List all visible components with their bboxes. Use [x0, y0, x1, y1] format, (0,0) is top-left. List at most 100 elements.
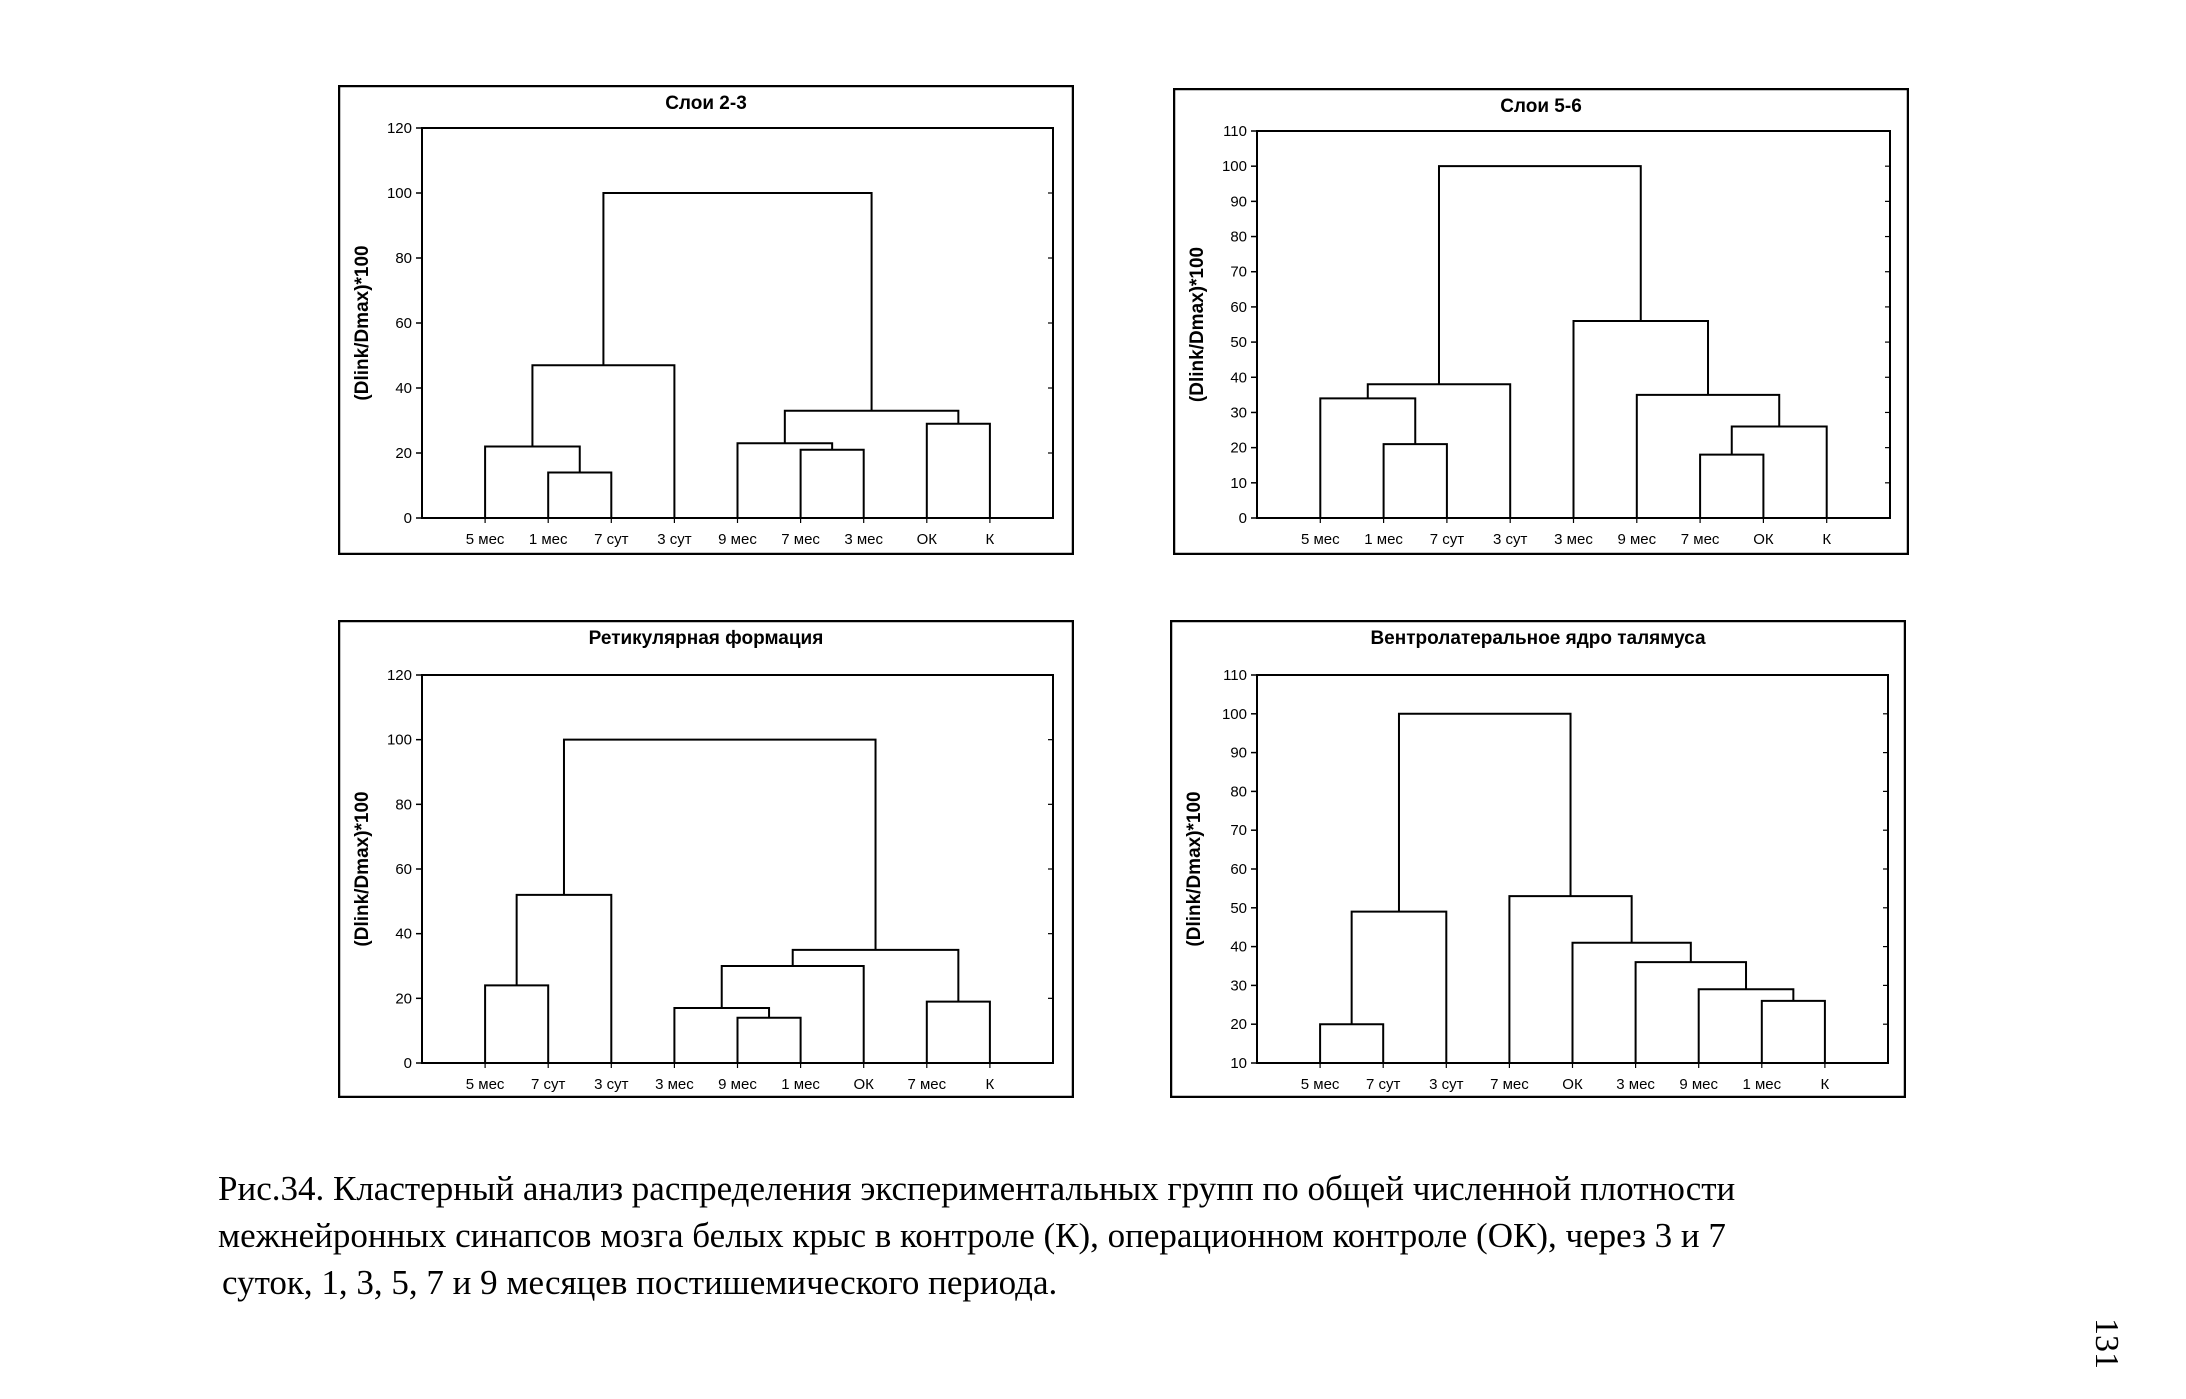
leaf-label: 9 мес — [1679, 1076, 1718, 1093]
dendrogram-panel-3: Ретикулярная формация (Dlink/Dmax)*100 0 20… — [338, 620, 1074, 1098]
leaf-label: 3 мес — [844, 531, 883, 548]
y-tick-label: 50 — [1230, 900, 1247, 917]
leaf-label: 1 мес — [1364, 531, 1403, 548]
y-tick-label: 80 — [395, 796, 412, 813]
cluster-link — [1397, 712, 1572, 912]
leaf-label: 7 мес — [1490, 1076, 1529, 1093]
leaf-label: 3 мес — [1554, 531, 1593, 548]
cluster-link — [562, 738, 877, 950]
leaf-label: 5 мес — [1301, 1076, 1340, 1093]
cluster-link — [1571, 941, 1692, 1063]
cluster-link — [1350, 910, 1448, 1063]
leaf-label: 5 мес — [1301, 531, 1340, 548]
cluster-link — [1382, 443, 1448, 518]
leaf-label: 7 мес — [1681, 531, 1720, 548]
y-tick-label: 20 — [395, 445, 412, 462]
cluster-link — [515, 893, 613, 1063]
y-tick-label: 110 — [1223, 667, 1247, 684]
chart-title: Вентролатеральное ядро талямуса — [1370, 628, 1706, 649]
y-tick-label: 40 — [395, 926, 412, 943]
cluster-link — [736, 1016, 802, 1063]
cluster-link — [673, 1007, 771, 1063]
y-tick-label: 100 — [1222, 706, 1247, 723]
cluster-link — [1635, 393, 1781, 518]
cluster-link — [484, 445, 581, 518]
leaf-label: 1 мес — [1742, 1076, 1781, 1093]
plot-area — [421, 674, 1054, 1064]
cluster-link — [1634, 961, 1748, 1063]
y-axis-label: (Dlink/Dmax)*100 — [352, 791, 373, 946]
y-tick-label: 10 — [1230, 1055, 1247, 1072]
y-tick-label: 80 — [395, 250, 412, 267]
cluster-link — [783, 409, 960, 444]
leaf-label: 1 мес — [529, 531, 568, 548]
leaf-label: К — [1822, 531, 1831, 548]
cluster-link — [1319, 1023, 1385, 1063]
leaf-label: 7 сут — [1430, 531, 1465, 548]
y-tick-label: 40 — [395, 380, 412, 397]
y-axis-label: (Dlink/Dmax)*100 — [352, 245, 373, 400]
leaf-label: 7 мес — [907, 1076, 946, 1093]
leaf-label: ОК — [917, 531, 938, 548]
leaf-label: К — [1821, 1076, 1830, 1093]
y-tick-label: 0 — [1239, 510, 1247, 527]
figure-caption: Рис.34. Кластерный анализ распределения … — [218, 1165, 2018, 1306]
y-tick-label: 0 — [404, 510, 412, 527]
y-tick-label: 60 — [395, 315, 412, 332]
y-tick-label: 0 — [404, 1055, 412, 1072]
y-tick-label: 80 — [1230, 783, 1247, 800]
cluster-link — [1760, 999, 1826, 1063]
y-tick-label: 70 — [1230, 264, 1247, 281]
leaf-label: К — [986, 1076, 995, 1093]
y-tick-label: 100 — [387, 185, 412, 202]
y-tick-label: 90 — [1230, 745, 1247, 762]
y-tick-label: 30 — [1230, 404, 1247, 421]
y-axis-label: (Dlink/Dmax)*100 — [1184, 791, 1205, 946]
y-tick-label: 120 — [387, 120, 412, 137]
y-tick-label: 120 — [387, 667, 412, 684]
leaf-label: 3 сут — [1429, 1076, 1464, 1093]
cluster-link — [925, 1000, 991, 1063]
y-tick-label: 20 — [1230, 1016, 1247, 1033]
cluster-link — [1699, 453, 1765, 518]
leaf-label: 7 сут — [531, 1076, 566, 1093]
cluster-link — [547, 471, 613, 518]
chart-title: Слои 2-3 — [665, 93, 747, 114]
cluster-link — [925, 422, 991, 518]
chart-title: Ретикулярная формация — [589, 628, 824, 649]
leaf-label: 7 сут — [594, 531, 629, 548]
cluster-link — [799, 448, 865, 518]
caption-line-1: Рис.34. Кластерный анализ распределения … — [218, 1169, 1736, 1208]
cluster-link — [1572, 319, 1710, 518]
caption-line-2: межнейронных синапсов мозга белых крыс в… — [218, 1216, 1726, 1255]
cluster-link — [531, 364, 676, 518]
cluster-link — [1697, 988, 1795, 1063]
leaf-label: 9 мес — [1617, 531, 1656, 548]
leaf-label: ОК — [853, 1076, 874, 1093]
y-tick-label: 30 — [1230, 977, 1247, 994]
leaf-label: 5 мес — [466, 531, 505, 548]
leaf-label: ОК — [1753, 531, 1774, 548]
panel-frame — [338, 85, 1074, 555]
leaf-label: 7 мес — [781, 531, 820, 548]
cluster-link — [720, 965, 865, 1063]
leaf-label: 3 мес — [655, 1076, 694, 1093]
y-tick-label: 10 — [1230, 475, 1247, 492]
leaf-label: ОК — [1562, 1076, 1583, 1093]
leaf-label: 7 сут — [1366, 1076, 1401, 1093]
y-tick-label: 60 — [1230, 299, 1247, 316]
y-tick-label: 110 — [1223, 123, 1247, 140]
dendrogram-panel-4: Вентролатеральное ядро талямуса (Dlink/Dm… — [1170, 620, 1906, 1098]
cluster-link — [484, 984, 550, 1063]
panel-frame — [1173, 88, 1909, 555]
leaf-label: 3 сут — [594, 1076, 629, 1093]
y-tick-label: 60 — [1230, 861, 1247, 878]
cluster-link — [1437, 165, 1642, 385]
dendrogram-panel-1: Слои 2-3 (Dlink/Dmax)*100 0 20 40 60 80 100 120 5… — [338, 85, 1074, 555]
leaf-label: 1 мес — [781, 1076, 820, 1093]
panel-frame — [1170, 620, 1906, 1098]
leaf-label: 9 мес — [718, 1076, 757, 1093]
y-tick-label: 80 — [1230, 229, 1247, 246]
y-axis-label: (Dlink/Dmax)*100 — [1187, 247, 1208, 402]
y-tick-label: 70 — [1230, 822, 1247, 839]
